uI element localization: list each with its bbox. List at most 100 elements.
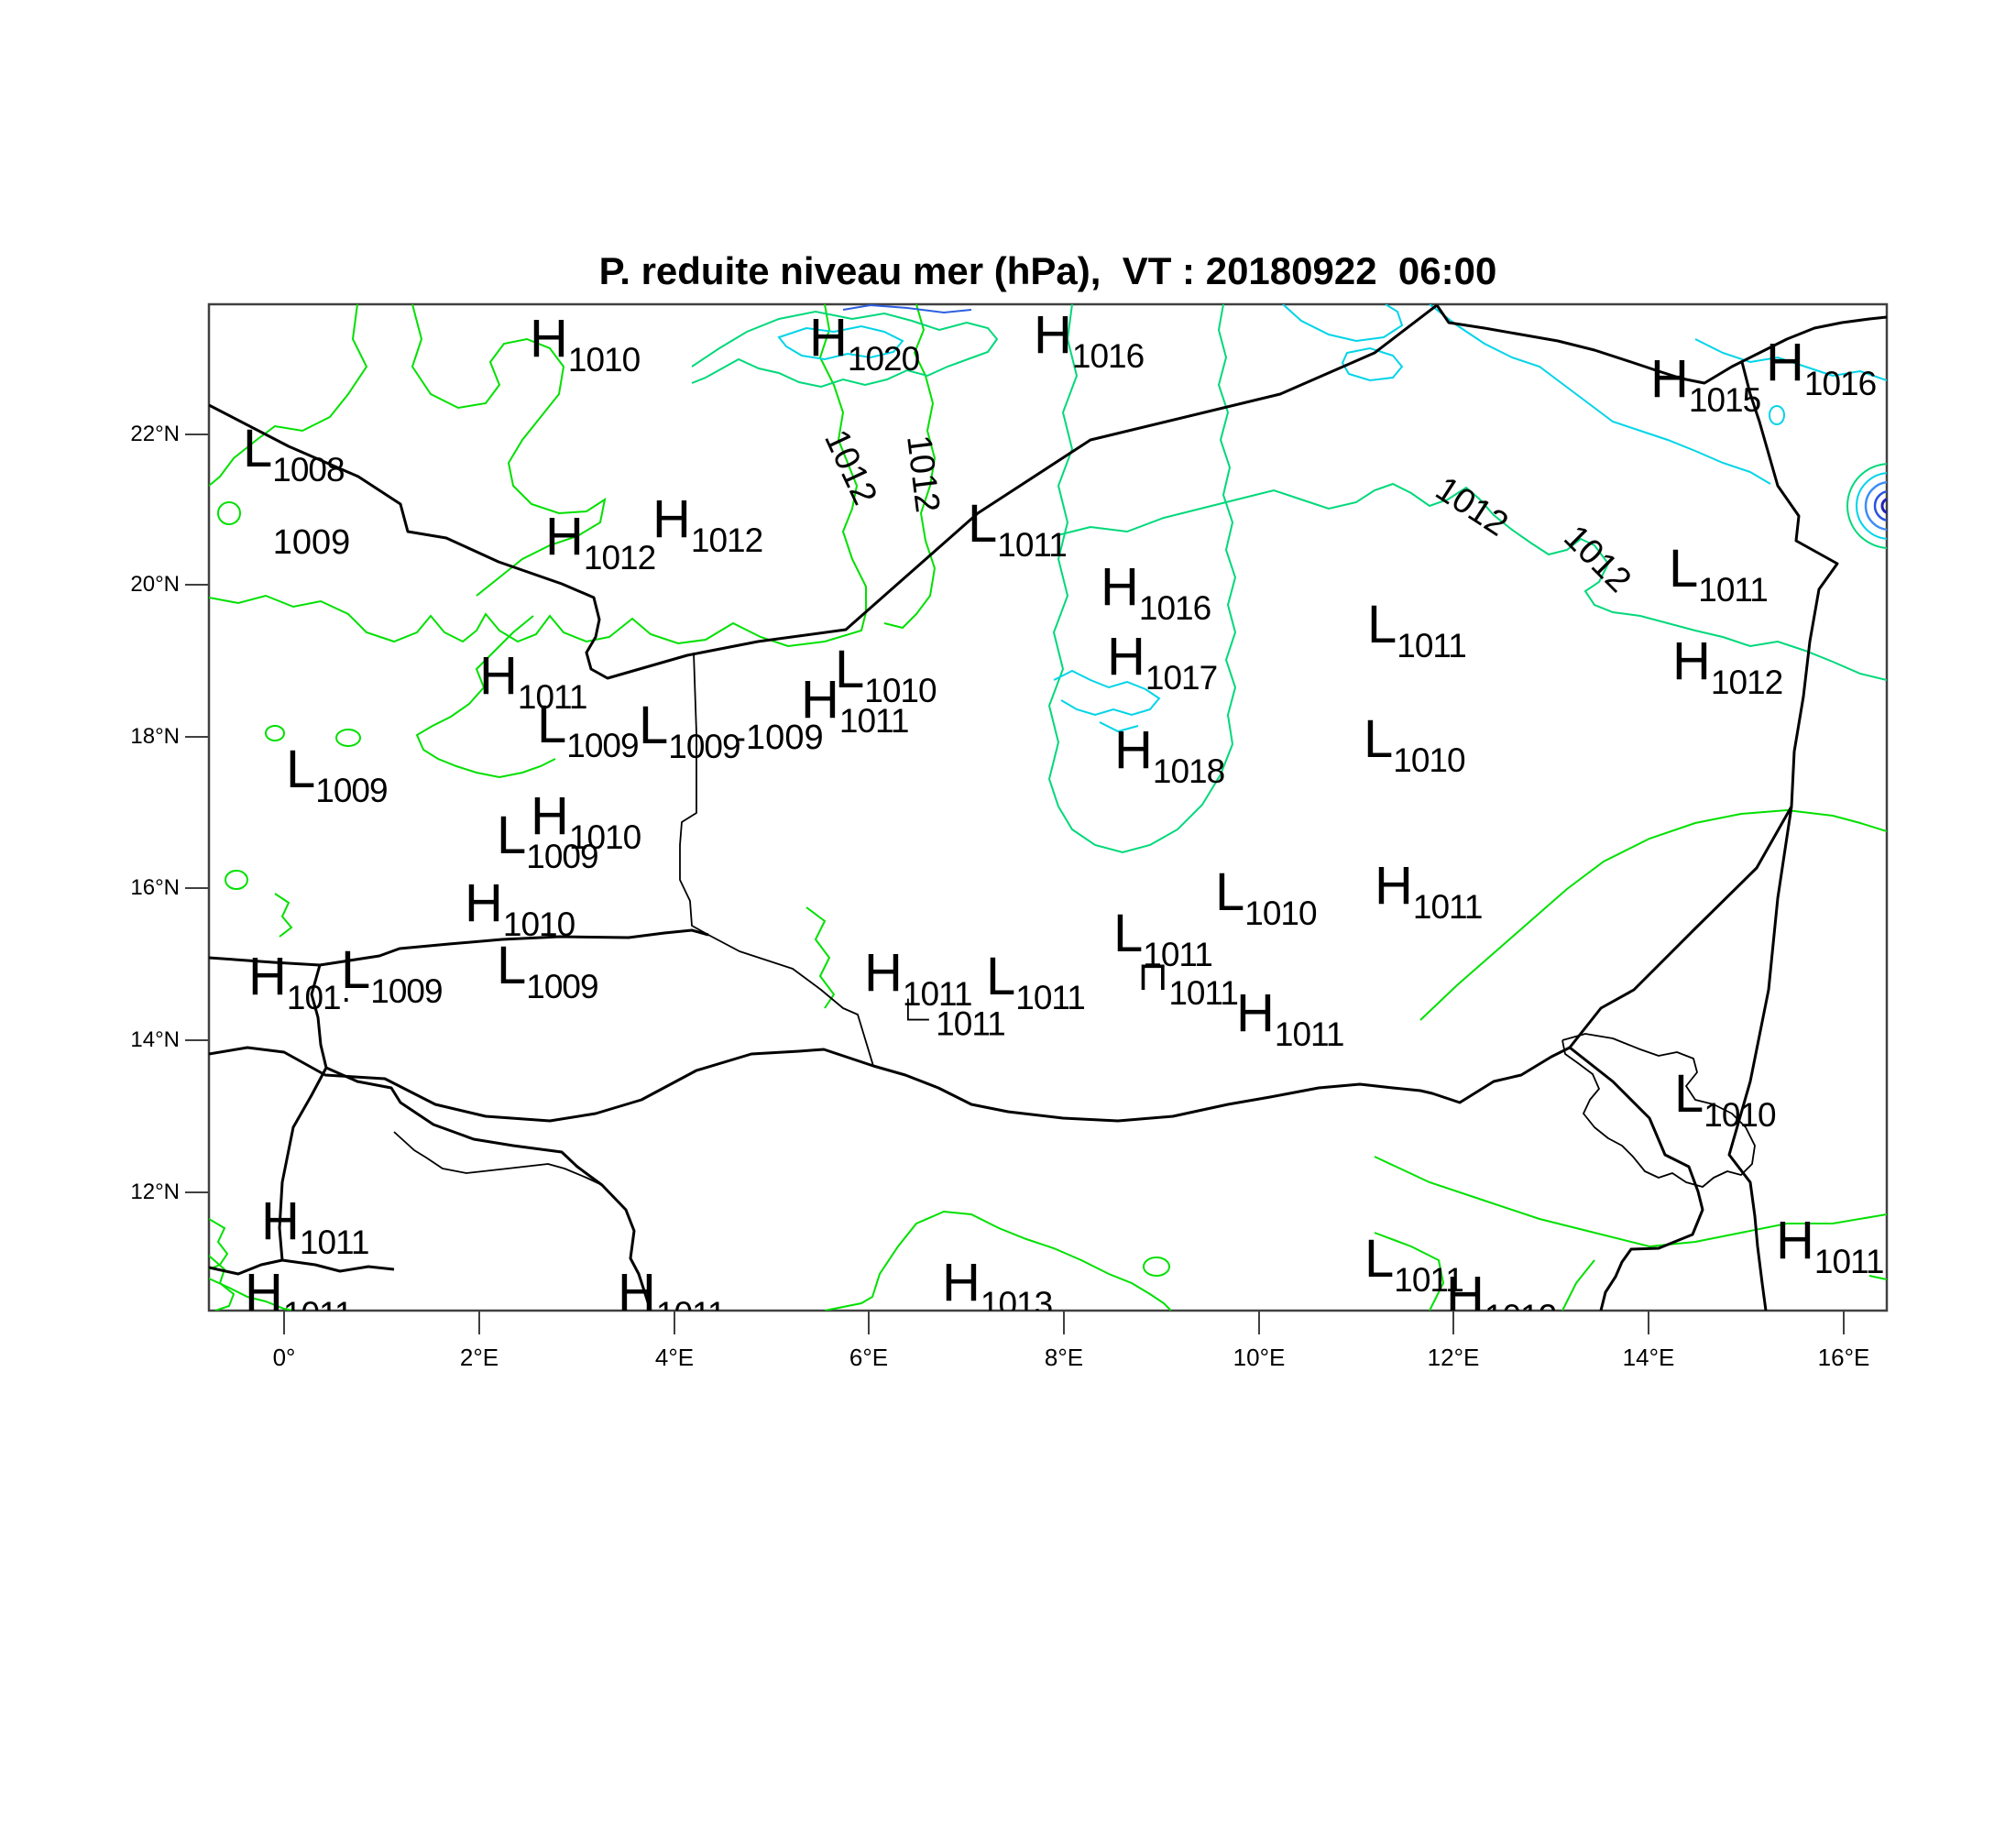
pressure-center-H1015: H1015 [1650,353,1761,419]
pressure-value: 1012 [1710,664,1783,701]
pressure-value: 1009 [668,728,740,765]
pressure-letter: H [1034,305,1072,365]
pressure-center-L1009: L1009 [537,695,640,764]
pressure-center-H1011: H1011 [479,650,588,716]
contour-value-label: 1009 [272,523,351,562]
pressure-letter: L [1113,904,1144,963]
pressure-letter: L [497,806,527,865]
pressure-letter: L [1364,1229,1395,1289]
pressure-center-L1010: L1010 [1215,866,1318,932]
lon-tick-label: 8°E [1044,1344,1084,1371]
pressure-letter: L [341,940,371,1000]
pressure-center-L1011: L1011 [1113,904,1213,973]
lon-tick-label: 2°E [459,1344,499,1371]
pressure-value: 1010 [1393,741,1465,779]
pressure-center-H1013: H1013 [942,1257,1053,1312]
contour-value-label: 1012 [899,433,947,515]
lat-tick-label: 16°N [130,875,180,900]
lon-tick-label: 0° [272,1344,296,1371]
pressure-letter: H [465,873,503,933]
pressure-value: 1011 [1168,974,1239,1012]
pressure-value: 1011 [1274,1015,1345,1053]
pressure-value: 1009 [526,838,598,875]
pressure-letter: ⊓ [1137,954,1169,999]
pressure-center-H1012: H1012 [1672,635,1783,701]
pressure-center-H1012: H1012 [652,493,763,558]
pressure-letter: H [1672,631,1711,691]
lon-tick-label: 14°E [1622,1344,1675,1371]
pressure-center-H1011: H1011 [864,947,972,1012]
pressure-center-H1018: H1018 [1114,724,1225,790]
pressure-center-L1010: L1010 [1364,713,1466,779]
map-frame [207,302,1889,1312]
pressure-value: 1016 [1071,337,1145,375]
pressure-center-H1011: H1011 [801,674,910,740]
pressure-letter: L [1674,1064,1704,1124]
pressure-value: 1011 [838,702,910,740]
pressure-center-H1016: H1016 [1101,561,1211,627]
pressure-value: 1016 [1138,589,1211,627]
pressure-center-H1016: H1016 [1034,309,1145,375]
lon-tick-label: 16°E [1817,1344,1870,1371]
pressure-value: 1009 [370,972,443,1010]
pressure-value: 1015 [1688,381,1761,419]
pressure-center-⊓1011: ⊓1011 [1137,954,1239,1012]
pressure-value: 1008 [272,451,345,488]
pressure-value: 1012 [583,539,656,576]
pressure-value: 1009 [566,727,639,764]
country-borders [209,304,1887,1311]
pressure-value: 1018 [1152,752,1225,790]
pressure-center-H1017: H1017 [1107,631,1218,696]
lon-tick-label: 10°E [1233,1344,1286,1371]
lat-tick-label: 12°N [130,1180,180,1204]
pressure-center-L1009: L1009 [341,944,444,1010]
pressure-value: 1011 [1143,936,1213,973]
pressure-value: 1016 [1803,365,1877,402]
lon-tick-label: 12°E [1427,1344,1480,1371]
pressure-letter: L [537,695,567,754]
pressure-letter: H [1650,349,1689,409]
pressure-letter: H [801,670,839,730]
pressure-center-L1011: L1011 [1669,543,1769,609]
pressure-value: 1010 [1704,1096,1776,1134]
pressure-value: 1020 [847,340,920,378]
pressure-center-H1010: H1010 [531,790,641,855]
pressure-letter: H [1236,983,1275,1043]
contour-value-label: 1012 [816,423,884,511]
pressure-value: 1011 [1698,571,1769,609]
pressure-letter: L [986,947,1016,1006]
pressure-value: 1010 [1244,895,1317,932]
pressure-center-H1012: H1012 [545,507,656,576]
pressure-letter: L [1215,862,1245,922]
pressure-value: 1011 [1813,1243,1885,1280]
pressure-center-L1011: L1011 [1364,1233,1464,1299]
pressure-value: 1011 [283,1295,354,1311]
pressure-letter: H [545,507,584,566]
pressure-letter: H [245,1263,283,1312]
pressure-letter: H [1776,1211,1814,1270]
pressure-letter: H [531,786,569,846]
pressure-letter: H [1766,333,1804,392]
pressure-center-H1011: H1011 [245,1267,354,1312]
pressure-center-L1011: L1011 [986,947,1086,1015]
pressure-value: 1011 [936,1004,1006,1043]
lon-tick-label: 4°E [654,1344,695,1371]
pressure-letter: H [1375,856,1413,916]
pressure-center-L1011: L1011 [968,498,1068,563]
pressure-value: 101· [286,979,352,1016]
pressure-center-H1011: H1011 [261,1195,369,1260]
pressure-value: 1010 [567,341,641,379]
pressure-letter: L [835,640,865,699]
pressure-value: 1009 [315,772,388,809]
pressure-center-L1009: L1009 [497,939,599,1005]
pressure-value: 1009 [526,968,598,1005]
pressure-center-L1009: L1009 [639,699,741,765]
pressure-value: 1011 [1394,1261,1464,1299]
pressure-center-H1011: H1011 [1776,1211,1885,1280]
pressure-letter: L [1367,595,1397,654]
pressure-center-H1016: H1016 [1766,333,1877,402]
pressure-value: 1011 [517,678,588,716]
pressure-letter: H [809,308,848,368]
